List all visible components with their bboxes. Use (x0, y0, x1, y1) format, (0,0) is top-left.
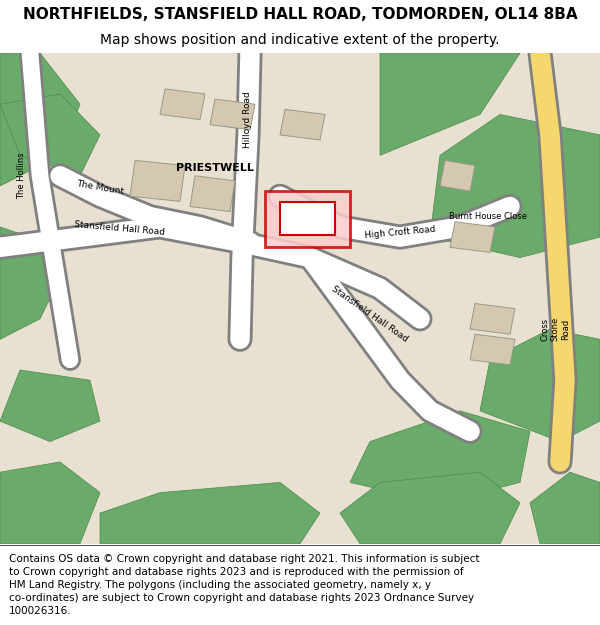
Bar (265, 191, 350, 248)
Polygon shape (530, 472, 600, 544)
Polygon shape (0, 370, 100, 441)
Text: Contains OS data © Crown copyright and database right 2021. This information is : Contains OS data © Crown copyright and d… (9, 554, 479, 616)
Polygon shape (0, 462, 100, 544)
Text: The Hollins: The Hollins (17, 152, 26, 199)
Polygon shape (160, 89, 205, 119)
Polygon shape (0, 94, 100, 176)
Text: Cross
Stone
Road: Cross Stone Road (540, 317, 570, 341)
Text: Burnt House Close: Burnt House Close (449, 212, 527, 221)
Text: Stansfield Hall Road: Stansfield Hall Road (330, 284, 410, 344)
Polygon shape (210, 99, 255, 130)
Polygon shape (450, 222, 495, 253)
Polygon shape (0, 53, 80, 186)
Text: NORTHFIELDS, STANSFIELD HALL ROAD, TODMORDEN, OL14 8BA: NORTHFIELDS, STANSFIELD HALL ROAD, TODMO… (23, 8, 577, 22)
Text: Map shows position and indicative extent of the property.: Map shows position and indicative extent… (100, 33, 500, 47)
Text: Stansfield Hall Road: Stansfield Hall Road (74, 221, 166, 238)
Polygon shape (380, 53, 520, 156)
Polygon shape (190, 176, 235, 211)
Polygon shape (340, 472, 520, 544)
Text: High Croft Road: High Croft Road (364, 224, 436, 239)
Polygon shape (470, 304, 515, 334)
Polygon shape (470, 334, 515, 365)
Bar (280, 202, 335, 235)
Text: Hilloyd Road: Hilloyd Road (244, 91, 253, 148)
Polygon shape (100, 482, 320, 544)
Text: PRIESTWELL: PRIESTWELL (176, 162, 254, 172)
Polygon shape (480, 329, 600, 441)
Polygon shape (440, 161, 475, 191)
Polygon shape (350, 411, 530, 503)
Polygon shape (430, 114, 600, 258)
Text: The Mount: The Mount (76, 179, 124, 197)
Polygon shape (280, 109, 325, 140)
Polygon shape (130, 161, 185, 201)
Polygon shape (0, 227, 60, 339)
